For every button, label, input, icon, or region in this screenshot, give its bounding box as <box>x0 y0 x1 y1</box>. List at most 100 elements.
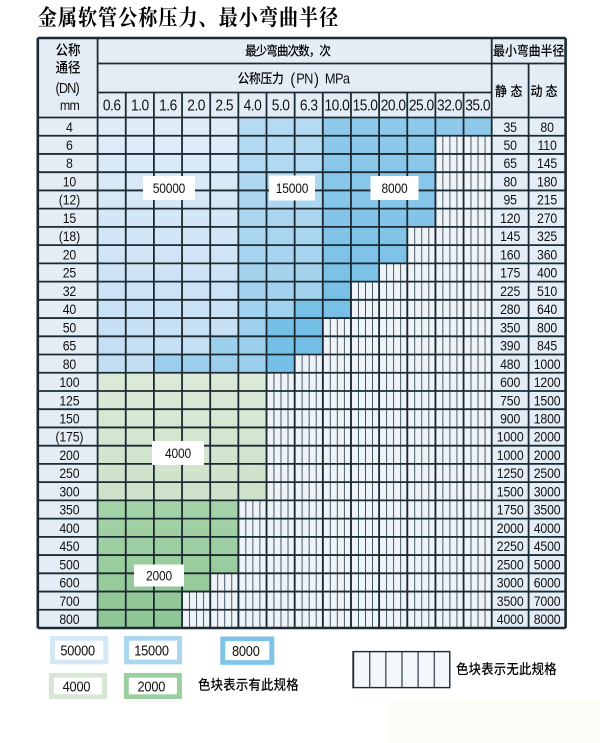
svg-text:50000: 50000 <box>60 643 95 659</box>
svg-text:8000: 8000 <box>534 611 561 627</box>
svg-text:215: 215 <box>537 192 557 208</box>
svg-text:2500: 2500 <box>497 557 524 573</box>
svg-text:7000: 7000 <box>534 593 561 609</box>
svg-text:50: 50 <box>503 137 516 153</box>
svg-text:350: 350 <box>500 320 520 336</box>
svg-text:360: 360 <box>537 247 557 263</box>
svg-text:1.6: 1.6 <box>159 97 177 114</box>
svg-text:95: 95 <box>503 192 516 208</box>
svg-text:4000: 4000 <box>497 611 524 627</box>
svg-text:2000: 2000 <box>138 679 166 695</box>
svg-text:225: 225 <box>500 283 520 299</box>
svg-text:6.3: 6.3 <box>300 97 318 114</box>
svg-text:(DN): (DN) <box>55 80 79 96</box>
svg-text:(12): (12) <box>59 192 80 208</box>
svg-text:845: 845 <box>537 338 557 354</box>
svg-text:100: 100 <box>59 374 79 390</box>
svg-text:15: 15 <box>63 210 76 226</box>
svg-text:700: 700 <box>59 593 79 609</box>
svg-text:400: 400 <box>59 520 79 536</box>
svg-text:4.0: 4.0 <box>244 97 262 114</box>
svg-text:40: 40 <box>63 301 76 317</box>
svg-text:10.0: 10.0 <box>324 97 349 114</box>
svg-text:6: 6 <box>66 137 73 153</box>
svg-text:5000: 5000 <box>534 557 561 573</box>
svg-text:(175): (175) <box>55 429 83 445</box>
svg-text:4000: 4000 <box>534 520 561 536</box>
svg-text:50: 50 <box>63 320 76 336</box>
svg-text:145: 145 <box>537 155 557 171</box>
svg-text:4000: 4000 <box>165 445 191 461</box>
svg-text:325: 325 <box>537 228 557 244</box>
svg-text:200: 200 <box>59 447 79 463</box>
svg-text:0.6: 0.6 <box>103 97 121 114</box>
svg-text:80: 80 <box>540 119 553 135</box>
svg-text:450: 450 <box>59 538 79 554</box>
svg-text:32: 32 <box>63 283 76 299</box>
svg-text:600: 600 <box>59 575 79 591</box>
svg-text:1000: 1000 <box>497 429 524 445</box>
svg-text:145: 145 <box>500 228 520 244</box>
svg-text:4500: 4500 <box>534 538 561 554</box>
svg-text:1500: 1500 <box>534 392 561 408</box>
svg-text:1000: 1000 <box>534 356 561 372</box>
svg-text:2000: 2000 <box>497 520 524 536</box>
svg-text:3000: 3000 <box>497 575 524 591</box>
svg-text:300: 300 <box>59 484 79 500</box>
svg-text:2250: 2250 <box>497 538 524 554</box>
svg-text:15.0: 15.0 <box>353 97 378 114</box>
svg-text:20.0: 20.0 <box>381 97 406 114</box>
svg-text:350: 350 <box>59 502 79 518</box>
svg-text:180: 180 <box>537 174 557 190</box>
svg-text:600: 600 <box>500 374 520 390</box>
svg-text:175: 175 <box>500 265 520 281</box>
svg-text:10: 10 <box>63 174 76 190</box>
svg-text:32.0: 32.0 <box>437 97 462 114</box>
svg-text:390: 390 <box>500 338 520 354</box>
svg-text:3500: 3500 <box>534 502 561 518</box>
svg-text:270: 270 <box>537 210 557 226</box>
svg-text:PN: PN <box>296 71 313 87</box>
svg-text:80: 80 <box>63 356 76 372</box>
svg-text:8000: 8000 <box>382 180 408 196</box>
svg-text:150: 150 <box>59 411 79 427</box>
svg-text:2.0: 2.0 <box>187 97 205 114</box>
svg-text:3500: 3500 <box>497 593 524 609</box>
svg-text:250: 250 <box>59 465 79 481</box>
svg-text:mm: mm <box>60 97 80 113</box>
svg-text:1000: 1000 <box>497 447 524 463</box>
svg-text:5.0: 5.0 <box>272 97 290 114</box>
svg-text:(18): (18) <box>59 228 80 244</box>
svg-text:25: 25 <box>63 265 76 281</box>
svg-text:15000: 15000 <box>276 180 308 196</box>
svg-text:3000: 3000 <box>534 484 561 500</box>
svg-text:900: 900 <box>500 411 520 427</box>
svg-text:35: 35 <box>503 119 516 135</box>
svg-text:160: 160 <box>500 247 520 263</box>
svg-text:6000: 6000 <box>534 575 561 591</box>
svg-text:): ) <box>314 70 319 88</box>
svg-text:50000: 50000 <box>153 180 185 196</box>
svg-text:35.0: 35.0 <box>465 97 490 114</box>
svg-text:8000: 8000 <box>232 643 260 659</box>
svg-text:80: 80 <box>503 174 516 190</box>
svg-text:1500: 1500 <box>497 484 524 500</box>
svg-text:1750: 1750 <box>497 502 524 518</box>
svg-text:8: 8 <box>66 155 73 171</box>
svg-text:2000: 2000 <box>534 447 561 463</box>
svg-text:1.0: 1.0 <box>131 97 149 114</box>
svg-text:640: 640 <box>537 301 557 317</box>
svg-text:800: 800 <box>59 611 79 627</box>
svg-text:4000: 4000 <box>63 679 91 695</box>
svg-text:750: 750 <box>500 392 520 408</box>
svg-text:2.5: 2.5 <box>215 97 233 114</box>
svg-text:4: 4 <box>66 119 73 135</box>
svg-text:15000: 15000 <box>134 643 169 659</box>
svg-text:110: 110 <box>538 137 557 153</box>
svg-text:125: 125 <box>59 392 79 408</box>
svg-text:480: 480 <box>500 356 520 372</box>
svg-text:65: 65 <box>503 155 516 171</box>
svg-text:800: 800 <box>537 320 557 336</box>
svg-text:1250: 1250 <box>497 465 524 481</box>
svg-text:2000: 2000 <box>534 429 561 445</box>
